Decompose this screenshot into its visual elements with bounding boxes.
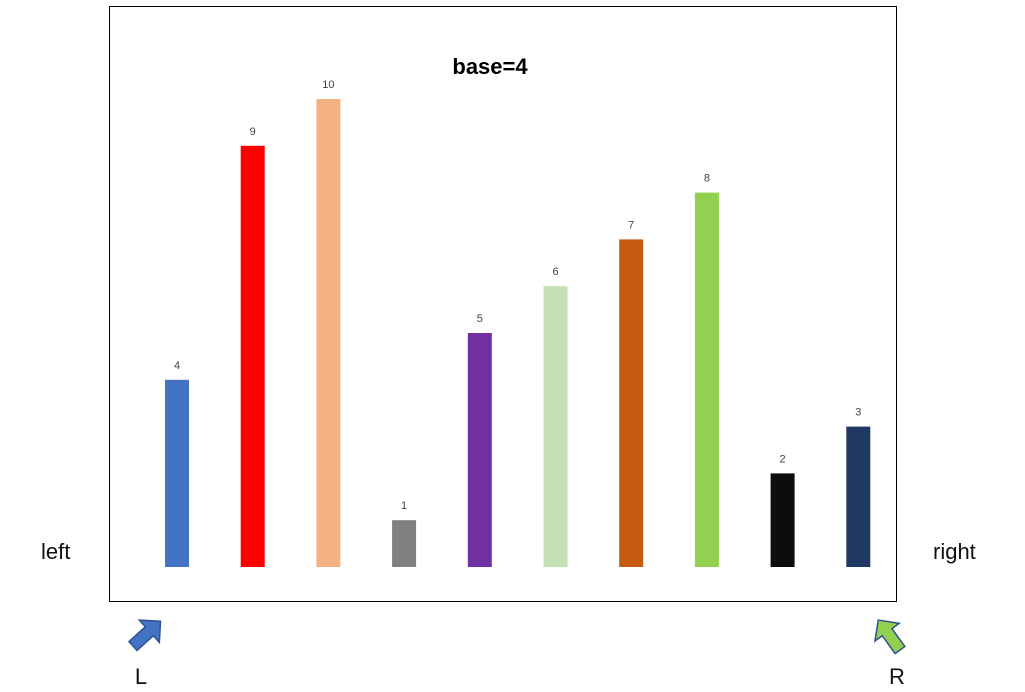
right-pointer-label: R (889, 664, 905, 689)
bar-1 (165, 379, 189, 567)
bar-value-label-3: 10 (322, 79, 334, 91)
bar-value-label-4: 1 (401, 500, 407, 512)
bar-9 (770, 473, 795, 567)
bar-8 (694, 192, 719, 567)
bar-5 (467, 333, 492, 567)
bar-4 (392, 520, 417, 567)
bar-6 (543, 286, 568, 567)
left-pointer-arrow-icon (127, 619, 162, 652)
bar-value-label-7: 7 (628, 219, 634, 231)
data-labels-group: 4 9 10 1 5 6 7 8 2 3 (174, 79, 861, 512)
bar-value-label-2: 9 (250, 126, 256, 138)
bar-7 (619, 239, 644, 567)
bar-3 (316, 99, 341, 567)
left-pointer-label: L (135, 664, 147, 689)
right-pointer-arrow-icon (873, 619, 906, 655)
bar-value-label-9: 2 (780, 453, 786, 465)
bar-value-label-6: 6 (552, 266, 558, 278)
bar-value-label-8: 8 (704, 173, 710, 185)
chart-title: base=4 (452, 54, 528, 79)
bar-10 (846, 426, 871, 567)
plot-frame (109, 6, 897, 602)
left-side-label: left (41, 539, 70, 564)
right-side-label: right (933, 539, 976, 564)
bar-value-label-1: 4 (174, 360, 180, 372)
bar-value-label-10: 3 (855, 407, 861, 419)
bar-value-label-5: 5 (477, 313, 483, 325)
bars-group (165, 99, 871, 568)
bar-2 (240, 145, 265, 568)
